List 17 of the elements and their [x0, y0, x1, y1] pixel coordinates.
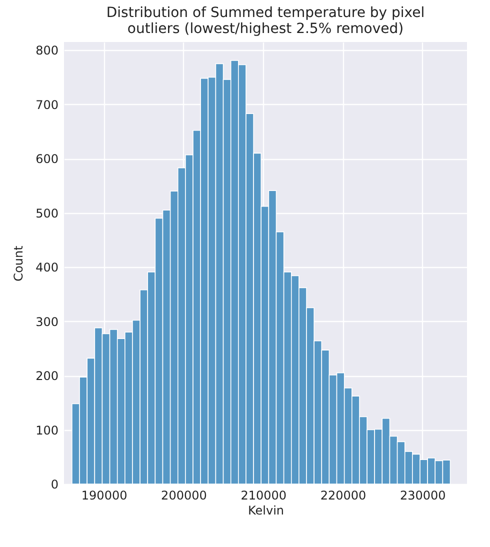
x-tick-label: 200000: [161, 488, 207, 502]
y-tick-label: 100: [36, 423, 58, 438]
x-tick-label: 210000: [240, 488, 287, 502]
y-tick-label: 300: [36, 314, 58, 329]
y-axis-title: Count: [12, 245, 26, 282]
y-tick-label: 200: [36, 369, 58, 384]
y-tick-label: 600: [36, 152, 58, 166]
y-tick-label: 800: [36, 44, 58, 58]
y-tick-label: 0: [50, 478, 58, 492]
x-tick-label: 230000: [400, 488, 446, 502]
chart-title: Distribution of Summed temperature by pixel outliers (lowest/highest 2.5% removed): [106, 5, 425, 37]
y-tick-label: 500: [36, 206, 58, 220]
x-tick-label: 190000: [81, 488, 128, 502]
y-tick-label: 400: [36, 260, 58, 275]
x-axis-title: Kelvin: [248, 504, 284, 518]
y-tick-label: 700: [36, 98, 58, 112]
x-tick-label: 220000: [320, 488, 366, 502]
